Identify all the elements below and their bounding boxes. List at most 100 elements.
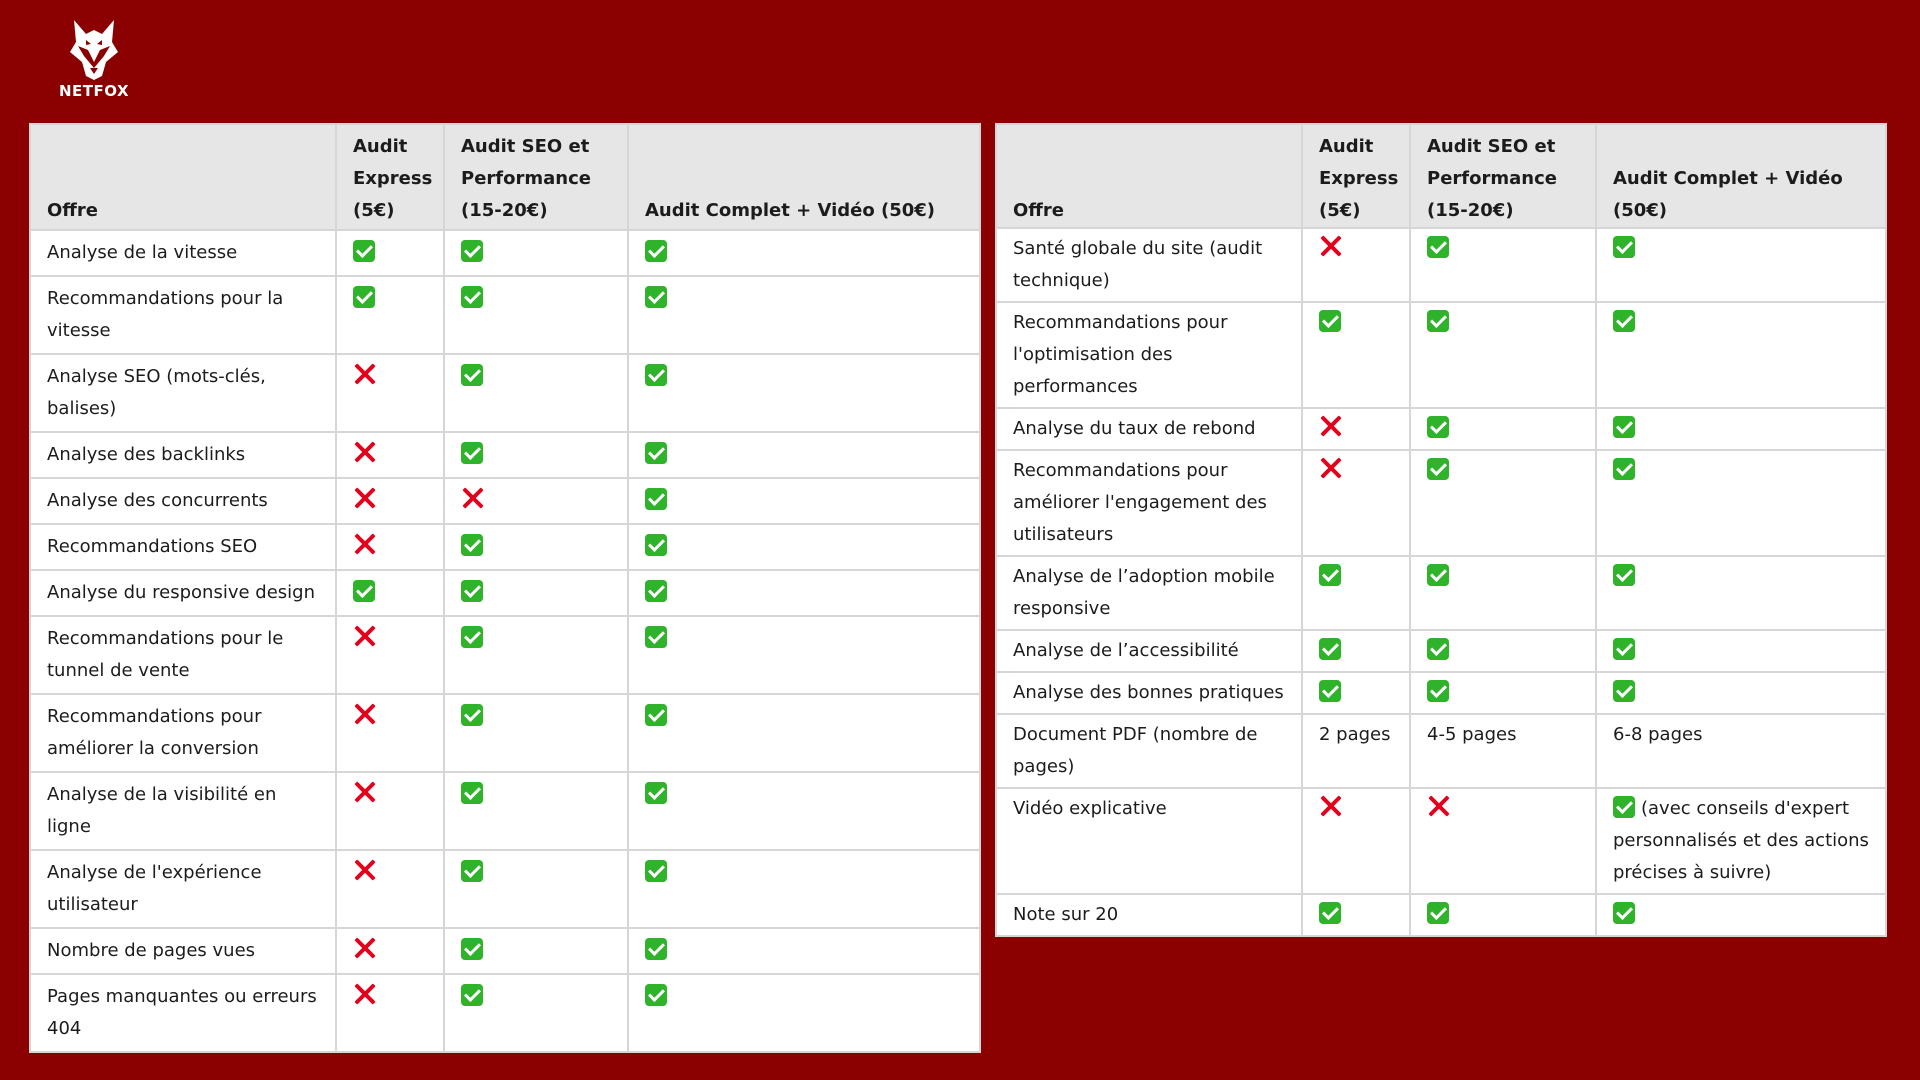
cross-icon [353, 362, 377, 386]
table-cell [443, 431, 629, 479]
table-cell [443, 771, 629, 851]
check-icon [645, 286, 667, 308]
table-row: Analyse de la visibilité en ligne [29, 771, 981, 851]
table-header-row: Offre Audit Express (5€) Audit SEO et Pe… [29, 123, 981, 231]
table-cell [627, 849, 981, 929]
row-label: Analyse des concurrents [29, 477, 337, 525]
check-icon [645, 860, 667, 882]
table-cell [443, 569, 629, 617]
table-row: Analyse des backlinks [29, 431, 981, 479]
table-row: Analyse de l’adoption mobile responsive [995, 555, 1887, 631]
check-icon [645, 364, 667, 386]
table-row: Document PDF (nombre de pages) 2 pages 4-5… [995, 713, 1887, 789]
table-cell [1409, 449, 1597, 557]
table-row: Recommandations pour l'optimisation des … [995, 301, 1887, 409]
fox-logo-icon [44, 18, 144, 80]
table-cell [443, 229, 629, 277]
check-icon [1427, 236, 1449, 258]
table-cell [1595, 301, 1887, 409]
row-label: Nombre de pages vues [29, 927, 337, 975]
table-cell [627, 275, 981, 355]
table-cell [335, 693, 445, 773]
check-icon [645, 442, 667, 464]
row-label: Analyse de l'expérience utilisateur [29, 849, 337, 929]
table-cell [443, 523, 629, 571]
table-header-row: Offre Audit Express (5€) Audit SEO et Pe… [995, 123, 1887, 229]
row-label: Recommandations pour l'optimisation des … [995, 301, 1303, 409]
check-icon [1319, 310, 1341, 332]
check-icon [1427, 680, 1449, 702]
row-label: Recommandations pour améliorer la conver… [29, 693, 337, 773]
table-cell [443, 927, 629, 975]
table-cell [335, 849, 445, 929]
table-cell [335, 229, 445, 277]
check-icon [645, 534, 667, 556]
table-row: Analyse de l'expérience utilisateur [29, 849, 981, 929]
table-cell [1595, 227, 1887, 303]
table-cell [627, 477, 981, 525]
table-cell [335, 477, 445, 525]
check-icon [1613, 458, 1635, 480]
check-icon [1427, 564, 1449, 586]
table-row: Note sur 20 [995, 893, 1887, 937]
table-cell [627, 353, 981, 433]
check-icon [1613, 310, 1635, 332]
table-cell [627, 693, 981, 773]
table-cell [1409, 893, 1597, 937]
column-header-offre: Offre [29, 123, 337, 231]
table-row: Santé globale du site (audit technique) [995, 227, 1887, 303]
table-row: Analyse du responsive design [29, 569, 981, 617]
row-label: Analyse de la visibilité en ligne [29, 771, 337, 851]
cross-icon [353, 486, 377, 510]
cross-icon [353, 936, 377, 960]
brand-logo: NETFOX [44, 18, 144, 106]
row-label: Santé globale du site (audit technique) [995, 227, 1303, 303]
cell-value: 4-5 pages [1427, 724, 1517, 745]
check-icon [1613, 416, 1635, 438]
table-cell: 4-5 pages [1409, 713, 1597, 789]
row-label: Recommandations pour le tunnel de vente [29, 615, 337, 695]
column-header-audit-complet-video: Audit Complet + Vidéo (50€) [1595, 123, 1887, 229]
column-header-audit-express: Audit Express (5€) [335, 123, 445, 231]
cross-icon [1319, 234, 1343, 258]
check-icon [1613, 236, 1635, 258]
table-cell [1409, 227, 1597, 303]
check-icon [461, 704, 483, 726]
table-cell: 2 pages [1301, 713, 1411, 789]
table-cell [443, 849, 629, 929]
table-cell [335, 973, 445, 1053]
table-cell [627, 229, 981, 277]
table-cell [1301, 449, 1411, 557]
check-icon [1613, 564, 1635, 586]
check-icon [461, 286, 483, 308]
check-icon [1427, 902, 1449, 924]
table-row: Analyse de l’accessibilité [995, 629, 1887, 673]
check-icon [1613, 902, 1635, 924]
table-row: Vidéo explicative (avec conseils d'expert… [995, 787, 1887, 895]
table-row: Recommandations pour le tunnel de vente [29, 615, 981, 695]
table-row: Analyse SEO (mots-clés, balises) [29, 353, 981, 433]
table-cell [1301, 555, 1411, 631]
column-header-audit-express: Audit Express (5€) [1301, 123, 1411, 229]
row-label: Analyse du taux de rebond [995, 407, 1303, 451]
table-cell [1595, 407, 1887, 451]
check-icon [645, 782, 667, 804]
cross-icon [1427, 794, 1451, 818]
check-icon [461, 580, 483, 602]
check-icon [461, 860, 483, 882]
table-cell [443, 477, 629, 525]
check-icon [353, 580, 375, 602]
table-cell [1595, 449, 1887, 557]
check-icon [645, 580, 667, 602]
table-cell [1301, 671, 1411, 715]
table-row: Pages manquantes ou erreurs 404 [29, 973, 981, 1053]
table-cell [443, 353, 629, 433]
check-icon [461, 984, 483, 1006]
row-label: Recommandations SEO [29, 523, 337, 571]
table-cell [1301, 893, 1411, 937]
check-icon [645, 488, 667, 510]
check-icon [1613, 638, 1635, 660]
cross-icon [353, 440, 377, 464]
row-label: Analyse SEO (mots-clés, balises) [29, 353, 337, 433]
table-cell [335, 615, 445, 695]
